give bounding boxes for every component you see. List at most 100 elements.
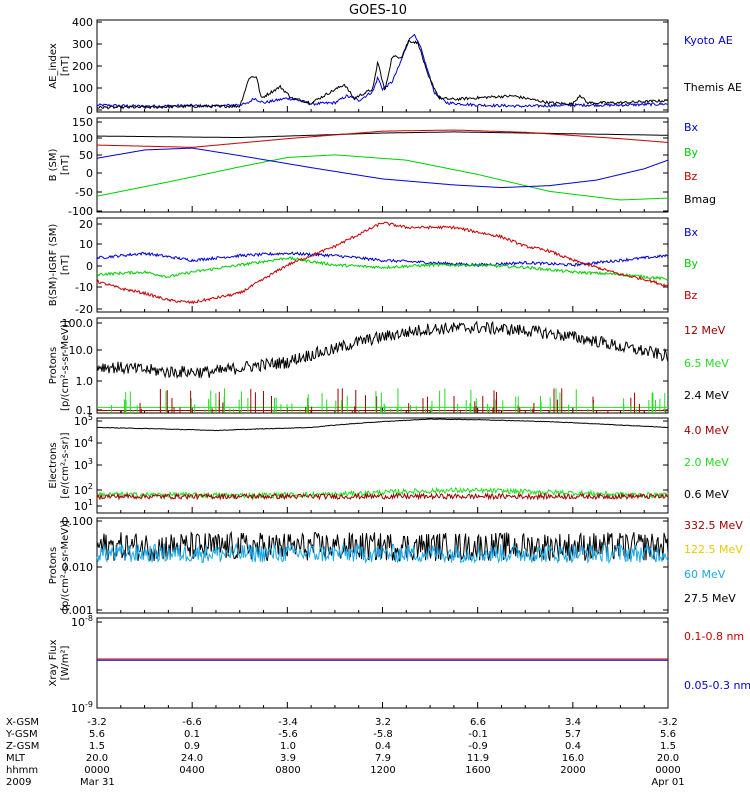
- legend-entry: Bz: [684, 289, 698, 302]
- y-tick-label: -10: [75, 281, 93, 294]
- y-tick-label: 0.001: [62, 604, 94, 617]
- x-row-value: 0400: [179, 765, 204, 776]
- panel-bdiff: 20 10 0 -10 -20 B(SM)-IGRF (SM) [nT] Bx By Bz: [48, 217, 699, 316]
- y-tick-label: -20: [75, 303, 93, 316]
- y-tick-label: 300: [72, 38, 93, 51]
- y-axis-unit: [nT]: [60, 56, 71, 76]
- x-row-value: 5.6: [660, 729, 676, 740]
- y-axis-unit: [p/(cm²-s-sr-MeV)]: [60, 520, 71, 611]
- y-axis-unit: [nT]: [60, 255, 71, 275]
- panel-protons_hi: 0.100 0.010 0.001 Protons [p/(cm²-s-sr-MeV)]…: [48, 515, 743, 617]
- legend-entry: Kyoto AE: [684, 34, 733, 47]
- x-row-value: 0000: [84, 765, 109, 776]
- x-row-value: -6.6: [182, 717, 202, 728]
- panel-ae: 400 300 200 100 0 AE_index [nT] Kyoto AE Themis …: [48, 16, 742, 117]
- legend-entry: By: [684, 146, 699, 159]
- x-row-value: 3.2: [375, 717, 391, 728]
- y-tick-label: 0.010: [62, 561, 94, 574]
- legend-entry: 0.6 MeV: [684, 488, 729, 501]
- y-tick-label: 400: [72, 16, 93, 29]
- legend-entry: 2.0 MeV: [684, 456, 729, 469]
- series-line: [96, 418, 669, 432]
- panel-protons_mev: 100.0 10.0 1.0 0.1 Protons [p/(cm²-s-sr-MeV)]…: [48, 317, 729, 417]
- x-row-value: 1200: [370, 765, 395, 776]
- y-axis-label: Protons: [48, 547, 59, 584]
- x-row-value: 2000: [560, 765, 585, 776]
- series-line: [97, 129, 668, 148]
- x-row-label: 2009: [6, 777, 31, 788]
- x-row-value: Apr 01: [651, 777, 684, 788]
- legend-entry: Themis AE: [683, 81, 742, 94]
- panel-bfield: 150 100 50 0 -50 -100 B (SM) [nT] Bx By Bz Bmag: [48, 116, 716, 218]
- x-row-value: 3.4: [565, 717, 581, 728]
- y-axis-label: Xray Flux: [48, 639, 59, 686]
- y-tick-label: 1.0: [76, 375, 94, 388]
- series-line: [96, 542, 669, 565]
- y-tick-label: 50: [79, 149, 93, 162]
- x-row-value: -3.4: [278, 717, 298, 728]
- x-row-value: 5.7: [565, 729, 581, 740]
- y-axis-label: B (SM): [48, 148, 59, 181]
- y-tick-label: 104: [74, 435, 93, 450]
- x-row-value: -3.2: [87, 717, 107, 728]
- y-tick-label: 10: [79, 238, 93, 251]
- legend-entry: 0.05-0.3 nm: [684, 679, 750, 692]
- y-tick-label: 10-8: [71, 614, 93, 629]
- y-tick-label: 200: [72, 60, 93, 73]
- x-row-value: -0.9: [468, 741, 488, 752]
- series-line: [96, 34, 669, 109]
- y-tick-label: 101: [74, 498, 93, 513]
- series-line: [96, 256, 669, 281]
- series-line: [96, 154, 668, 201]
- y-axis-label: AE_index: [48, 43, 59, 89]
- legend-entry: 332.5 MeV: [684, 519, 743, 532]
- legend-entry: Bz: [684, 170, 698, 183]
- legend-entry: Bx: [684, 226, 699, 239]
- x-row-value: 0.1: [184, 729, 200, 740]
- x-row-value: 0.4: [565, 741, 581, 752]
- x-row-value: 0000: [655, 765, 680, 776]
- series-line: [96, 221, 669, 305]
- y-axis-unit: [W/m²]: [60, 645, 71, 680]
- y-axis-label: Protons: [48, 347, 59, 384]
- panel-frame: [96, 117, 669, 213]
- legend-entry: Bmag: [684, 193, 716, 206]
- legend-entry: By: [684, 257, 699, 270]
- legend-entry: 6.5 MeV: [684, 357, 729, 370]
- legend-entry: Bx: [684, 121, 699, 134]
- panel-frame: [96, 217, 669, 313]
- y-tick-label: 100.0: [62, 317, 94, 330]
- x-row-value: 24.0: [181, 753, 203, 764]
- x-row-value: 20.0: [657, 753, 679, 764]
- y-axis-unit: [e/(cm²-s-sr)]: [60, 432, 71, 498]
- y-axis-unit: [nT]: [60, 155, 71, 175]
- x-row-value: 6.6: [470, 717, 486, 728]
- x-row-value: 1.5: [660, 741, 676, 752]
- legend-entry: 0.1-0.8 nm: [684, 630, 744, 643]
- y-tick-label: 100: [72, 132, 93, 145]
- x-row-label: X-GSM: [6, 717, 39, 728]
- x-row-value: 0800: [275, 765, 300, 776]
- legend-entry: 4.0 MeV: [684, 424, 729, 437]
- x-row-label: MLT: [6, 753, 26, 764]
- x-row-value: -0.1: [468, 729, 488, 740]
- x-row-value: Mar 31: [80, 777, 115, 788]
- y-tick-label: 0: [86, 260, 93, 273]
- y-tick-label: 105: [74, 413, 93, 428]
- x-row-value: -3.2: [658, 717, 678, 728]
- y-axis-unit: [p/(cm²-s-sr-MeV)]: [60, 320, 71, 411]
- x-row-value: -5.8: [373, 729, 393, 740]
- plot-title: GOES-10: [349, 3, 407, 18]
- y-tick-label: 0.1: [76, 404, 94, 417]
- x-axis-table: X-GSM -3.2 -6.6 -3.4 3.2 6.6 3.4 -3.2 Y-GSM 5.6 0.…: [5, 717, 685, 788]
- y-tick-label: 0: [86, 104, 93, 117]
- y-tick-label: 150: [72, 116, 93, 129]
- x-row-value: 3.9: [280, 753, 296, 764]
- x-row-value: 11.9: [467, 753, 489, 764]
- x-row-value: -5.6: [278, 729, 298, 740]
- y-tick-label: 10-9: [71, 700, 93, 715]
- legend-entry: 12 MeV: [684, 324, 726, 337]
- panel-xray: 10-8 10-9 Xray Flux [W/m²] 0.1-0.8 nm 0.05-0.…: [48, 614, 750, 715]
- x-row-value: 7.9: [375, 753, 391, 764]
